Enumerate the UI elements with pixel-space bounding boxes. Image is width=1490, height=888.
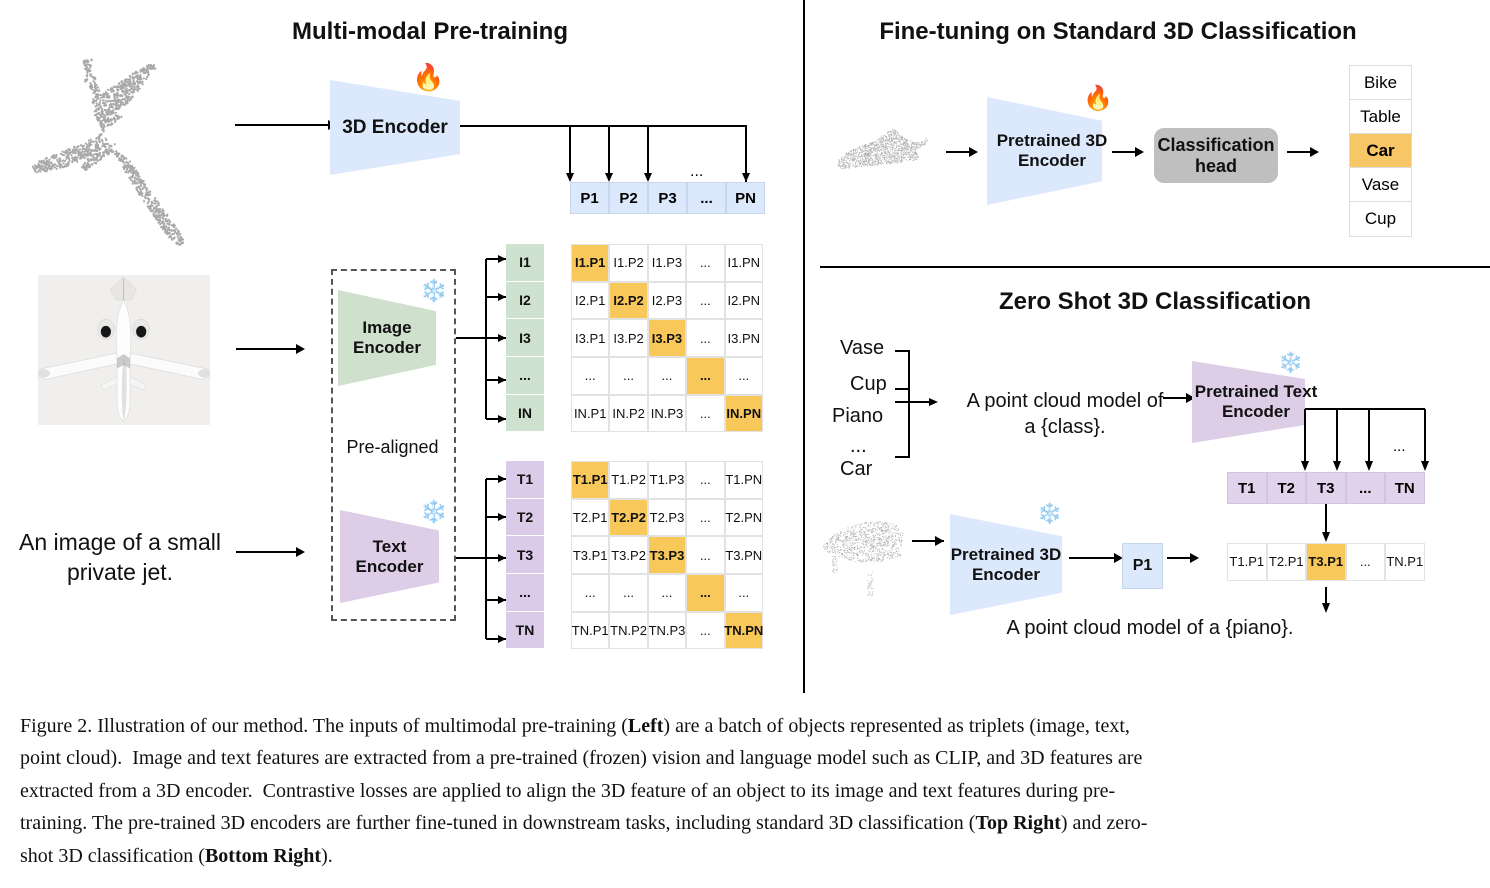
svg-text:...: ... [690,163,703,180]
svg-text:...: ... [1393,438,1406,455]
